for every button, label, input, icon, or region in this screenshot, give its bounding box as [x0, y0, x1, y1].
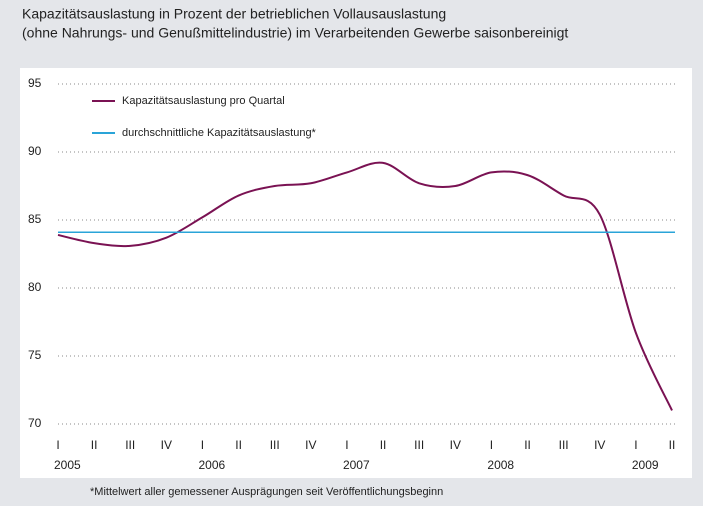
- data-line: [57, 161, 673, 411]
- x-tick-label: II: [524, 438, 531, 452]
- x-tick-label: I: [490, 438, 493, 452]
- grid: [58, 83, 675, 425]
- x-tick-label: IV: [305, 438, 316, 452]
- y-tick-label: 80: [28, 280, 42, 294]
- x-tick-label: IV: [161, 438, 172, 452]
- x-tick-label: IV: [594, 438, 605, 452]
- x-group-label: 2009: [632, 458, 659, 472]
- x-tick-label: I: [345, 438, 348, 452]
- x-tick-label: III: [270, 438, 280, 452]
- x-tick-label: I: [634, 438, 637, 452]
- plot-panel: [20, 68, 692, 478]
- x-tick-label: III: [414, 438, 424, 452]
- x-group-label: 2007: [343, 458, 370, 472]
- x-tick-label: I: [201, 438, 204, 452]
- x-tick-label: I: [56, 438, 59, 452]
- legend-label: Kapazitätsauslastung pro Quartal: [122, 95, 285, 107]
- x-tick-label: III: [559, 438, 569, 452]
- y-tick-label: 70: [28, 416, 42, 430]
- x-tick-label: II: [669, 438, 676, 452]
- legend-label: durchschnittliche Kapazitätsauslastung*: [122, 127, 317, 139]
- x-tick-label: II: [235, 438, 242, 452]
- x-group-label: 2006: [198, 458, 225, 472]
- chart-title: Kapazitätsauslastung in Prozent der betr…: [22, 6, 446, 22]
- y-tick-label: 95: [28, 76, 42, 90]
- footnote: *Mittelwert aller gemessener Ausprägunge…: [90, 486, 443, 498]
- y-tick-label: 85: [28, 212, 42, 226]
- x-tick-label: II: [380, 438, 387, 452]
- x-tick-label: III: [125, 438, 135, 452]
- marks: [57, 161, 675, 411]
- x-group-label: 2005: [54, 458, 81, 472]
- y-tick-label: 90: [28, 144, 42, 158]
- x-tick-label: IV: [450, 438, 461, 452]
- chart-subtitle: (ohne Nahrungs- und Genußmittelindustrie…: [22, 25, 568, 41]
- x-group-label: 2008: [487, 458, 514, 472]
- y-tick-label: 75: [28, 348, 42, 362]
- x-tick-label: II: [91, 438, 98, 452]
